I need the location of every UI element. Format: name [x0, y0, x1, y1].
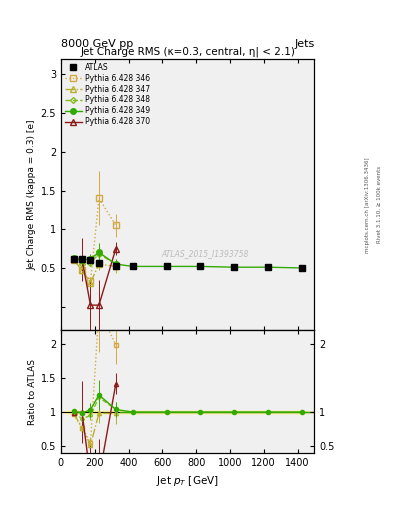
Text: mcplots.cern.ch [arXiv:1306.3436]: mcplots.cern.ch [arXiv:1306.3436] — [365, 157, 370, 252]
Legend: ATLAS, Pythia 6.428 346, Pythia 6.428 347, Pythia 6.428 348, Pythia 6.428 349, P: ATLAS, Pythia 6.428 346, Pythia 6.428 34… — [63, 61, 152, 128]
Y-axis label: Ratio to ATLAS: Ratio to ATLAS — [28, 358, 37, 424]
Y-axis label: Jet Charge RMS (kappa = 0.3) [e]: Jet Charge RMS (kappa = 0.3) [e] — [28, 119, 37, 270]
Text: 8000 GeV pp: 8000 GeV pp — [61, 38, 133, 49]
Text: Rivet 3.1.10, ≥ 100k events: Rivet 3.1.10, ≥ 100k events — [377, 166, 382, 243]
Text: ATLAS_2015_I1393758: ATLAS_2015_I1393758 — [162, 249, 249, 259]
Text: Jets: Jets — [294, 38, 314, 49]
Title: Jet Charge RMS (κ=0.3, central, η| < 2.1): Jet Charge RMS (κ=0.3, central, η| < 2.1… — [80, 47, 295, 57]
X-axis label: Jet $p_T$ [GeV]: Jet $p_T$ [GeV] — [156, 474, 219, 487]
